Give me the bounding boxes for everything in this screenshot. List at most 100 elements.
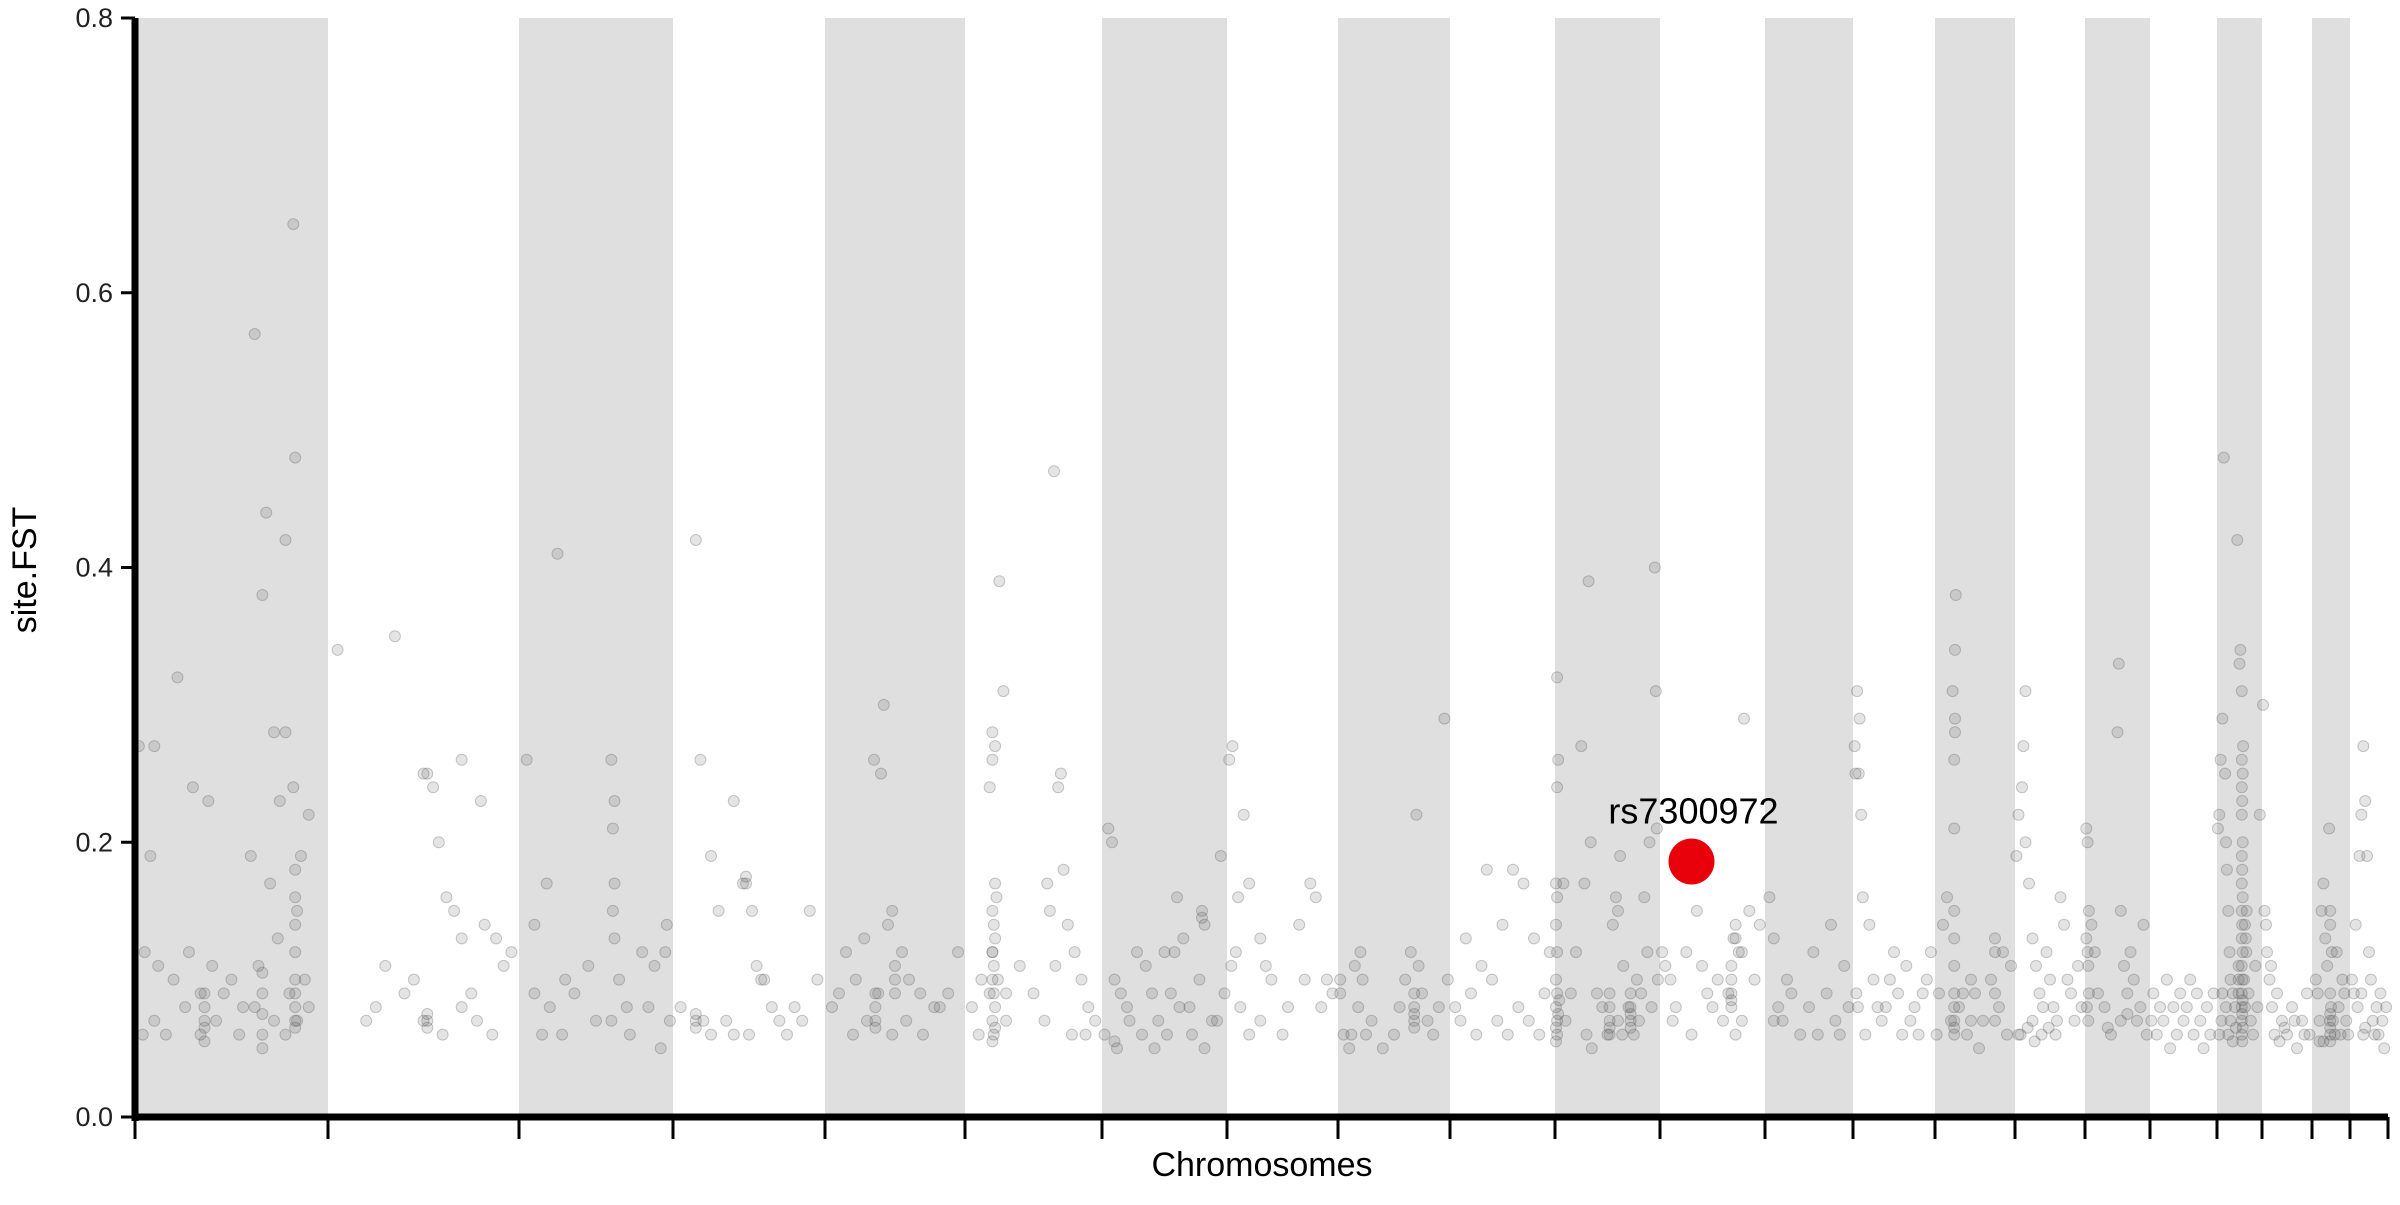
data-point [1680, 946, 1693, 959]
data-point [2323, 822, 2336, 835]
data-point [765, 1001, 778, 1014]
data-point [1997, 946, 2009, 959]
data-point [2340, 1014, 2353, 1027]
data-point [2010, 850, 2023, 862]
data-point [289, 863, 302, 876]
data-point [1948, 1028, 1961, 1041]
data-point [986, 904, 999, 917]
data-point [497, 959, 510, 972]
data-point [2286, 1001, 2298, 1014]
data-point [1717, 1014, 1729, 1027]
data-point [2001, 1028, 2013, 1041]
data-point [2236, 1021, 2249, 1034]
data-point [1543, 946, 1556, 959]
data-point [2037, 1001, 2049, 1014]
data-point [421, 1014, 434, 1027]
data-point [1393, 1001, 1406, 1014]
data-point [1833, 1028, 1846, 1041]
data-point [2235, 850, 2248, 862]
data-point [1408, 987, 1421, 1000]
data-point [2222, 1028, 2235, 1041]
data-point [743, 1028, 755, 1041]
data-point [298, 973, 311, 986]
data-point [2222, 904, 2235, 917]
data-point [256, 966, 269, 979]
data-point [1399, 973, 1412, 986]
data-point [295, 850, 307, 862]
data-point [1315, 1001, 1328, 1014]
data-point [379, 959, 392, 972]
data-point [2376, 1014, 2389, 1027]
data-point [1772, 1001, 1785, 1014]
data-point [2167, 1001, 2180, 1014]
data-point [1849, 767, 1862, 780]
data-point [1855, 808, 1868, 821]
data-point [869, 1021, 882, 1034]
data-point [568, 987, 581, 1000]
data-point [1557, 877, 1570, 890]
data-point [2213, 1028, 2226, 1041]
data-point [144, 850, 157, 862]
y-tick-label: 0.0 [75, 1102, 113, 1132]
data-point [1102, 822, 1115, 835]
data-point [1282, 1001, 1294, 1014]
data-point [986, 753, 999, 766]
data-point [2111, 726, 2124, 739]
data-point [2338, 987, 2351, 1000]
data-point [2114, 1014, 2127, 1027]
data-point [2265, 959, 2277, 972]
data-point [268, 726, 280, 739]
data-point [1948, 932, 1961, 945]
data-point [1254, 932, 1267, 945]
data-point [2200, 1001, 2213, 1014]
data-point [186, 781, 199, 794]
data-point [2081, 946, 2094, 959]
data-point [2363, 946, 2375, 959]
data-point [528, 987, 541, 1000]
data-point [436, 1028, 449, 1041]
data-point [2249, 959, 2262, 972]
data-point [1949, 643, 1961, 656]
data-point [1470, 1028, 1483, 1041]
data-point [486, 1028, 499, 1041]
data-point [1459, 932, 1472, 945]
data-point [1722, 987, 1735, 1000]
data-point [1551, 781, 1564, 794]
data-point [1564, 987, 1577, 1000]
data-point [369, 1001, 382, 1014]
data-point [2347, 987, 2360, 1000]
data-point [746, 904, 758, 917]
data-point [986, 1035, 999, 1048]
data-point [2012, 1028, 2025, 1041]
data-point [448, 904, 461, 917]
data-point [914, 987, 927, 1000]
data-point [2359, 795, 2372, 807]
data-point [1193, 973, 1206, 986]
data-point [758, 973, 771, 986]
data-point [289, 987, 302, 1000]
data-point [167, 973, 180, 986]
data-point [1334, 973, 1347, 986]
data-point [1121, 1001, 1133, 1014]
data-point [1551, 987, 1564, 1000]
data-point [2229, 1001, 2241, 1014]
data-point [833, 987, 845, 1000]
data-point [148, 740, 161, 753]
data-point [268, 1014, 280, 1027]
data-point [2353, 850, 2366, 862]
data-point [1528, 932, 1540, 945]
data-point [2021, 1021, 2034, 1034]
data-point [1685, 1028, 1698, 1041]
data-point [1585, 1042, 1598, 1055]
data-point [1243, 1028, 1256, 1041]
data-point [1614, 850, 1627, 862]
chromosome-band-7 [1102, 18, 1227, 1117]
data-point [1727, 932, 1740, 945]
data-point [2068, 1014, 2081, 1027]
data-point [1000, 987, 1013, 1000]
data-point [1920, 973, 1933, 986]
data-point [1794, 1028, 1807, 1041]
data-point [1948, 822, 1961, 835]
data-point [2061, 973, 2074, 986]
data-point [1871, 1001, 1884, 1014]
